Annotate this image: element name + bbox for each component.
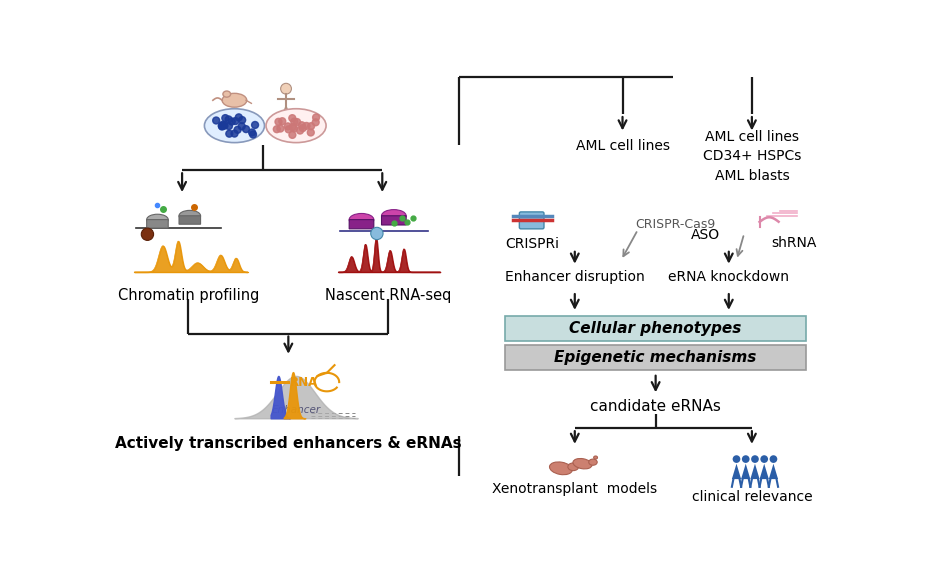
Circle shape (219, 121, 226, 128)
Circle shape (251, 122, 259, 128)
Text: AML cell lines: AML cell lines (575, 139, 668, 153)
Circle shape (741, 455, 749, 463)
Circle shape (307, 129, 314, 136)
Ellipse shape (222, 93, 246, 107)
Text: RNA: RNA (290, 376, 318, 389)
Circle shape (225, 116, 232, 123)
Circle shape (312, 119, 319, 126)
FancyBboxPatch shape (349, 220, 374, 229)
Circle shape (299, 125, 306, 131)
Ellipse shape (204, 109, 264, 143)
Text: Actively transcribed enhancers & eRNAs: Actively transcribed enhancers & eRNAs (115, 436, 462, 451)
Ellipse shape (349, 213, 374, 226)
Text: AML cell lines
CD34+ HSPCs
AML blasts: AML cell lines CD34+ HSPCs AML blasts (702, 130, 801, 182)
Ellipse shape (567, 463, 578, 471)
FancyBboxPatch shape (519, 212, 544, 229)
Text: Nascent RNA-seq: Nascent RNA-seq (325, 288, 451, 303)
Ellipse shape (178, 211, 200, 221)
Circle shape (212, 117, 219, 124)
Text: shRNA: shRNA (770, 236, 816, 250)
Circle shape (312, 114, 319, 121)
Circle shape (228, 118, 235, 125)
Ellipse shape (146, 214, 168, 225)
Circle shape (280, 83, 291, 94)
Circle shape (230, 130, 238, 137)
Circle shape (768, 455, 777, 463)
Circle shape (243, 126, 249, 132)
Circle shape (291, 118, 297, 125)
Circle shape (289, 131, 295, 138)
Circle shape (732, 455, 739, 463)
Circle shape (303, 122, 310, 130)
FancyBboxPatch shape (178, 216, 200, 224)
Polygon shape (768, 464, 777, 479)
Circle shape (235, 114, 242, 121)
Circle shape (289, 123, 295, 131)
Ellipse shape (265, 109, 326, 143)
Circle shape (226, 123, 232, 130)
Circle shape (226, 130, 232, 137)
Circle shape (289, 115, 295, 122)
Circle shape (284, 123, 291, 130)
Circle shape (285, 126, 292, 133)
Circle shape (298, 122, 305, 128)
Circle shape (277, 125, 283, 132)
Text: eRNA knockdown: eRNA knockdown (667, 269, 788, 284)
Circle shape (249, 131, 256, 138)
FancyBboxPatch shape (381, 216, 406, 225)
Text: CRISPRi: CRISPRi (505, 237, 559, 251)
Ellipse shape (573, 460, 578, 464)
Circle shape (218, 122, 225, 129)
Circle shape (275, 118, 281, 125)
Text: CRISPR-Cas9: CRISPR-Cas9 (634, 218, 715, 231)
Ellipse shape (548, 462, 572, 475)
Circle shape (308, 123, 314, 130)
Circle shape (222, 115, 228, 122)
Ellipse shape (223, 91, 230, 97)
Circle shape (290, 125, 297, 132)
Text: Enhancer disruption: Enhancer disruption (504, 269, 644, 284)
Circle shape (273, 126, 280, 132)
Ellipse shape (381, 209, 406, 222)
FancyBboxPatch shape (146, 220, 168, 228)
Text: Xenotransplant  models: Xenotransplant models (492, 482, 657, 496)
Text: Chromatin profiling: Chromatin profiling (117, 288, 259, 303)
FancyBboxPatch shape (505, 316, 805, 341)
Polygon shape (731, 464, 740, 479)
Ellipse shape (572, 458, 591, 469)
Circle shape (218, 123, 226, 130)
Circle shape (296, 127, 303, 134)
Text: ASO: ASO (690, 228, 719, 242)
Circle shape (370, 228, 382, 239)
FancyBboxPatch shape (505, 345, 805, 370)
Polygon shape (759, 464, 768, 479)
Text: Cellular phenotypes: Cellular phenotypes (569, 321, 741, 336)
Circle shape (760, 455, 767, 463)
Circle shape (238, 123, 244, 130)
Polygon shape (750, 464, 759, 479)
Ellipse shape (588, 459, 597, 465)
Text: candidate eRNAs: candidate eRNAs (590, 399, 720, 414)
Circle shape (239, 117, 245, 123)
Polygon shape (740, 464, 750, 479)
Circle shape (750, 455, 758, 463)
Circle shape (278, 118, 285, 125)
Circle shape (234, 126, 241, 133)
Circle shape (294, 119, 300, 126)
Circle shape (141, 228, 154, 241)
Text: clinical relevance: clinical relevance (691, 490, 811, 504)
Ellipse shape (593, 456, 597, 459)
Circle shape (231, 118, 239, 125)
Circle shape (248, 129, 255, 136)
Text: Epigenetic mechanisms: Epigenetic mechanisms (554, 350, 756, 365)
Text: Enhancer: Enhancer (271, 405, 320, 415)
Circle shape (221, 122, 228, 129)
